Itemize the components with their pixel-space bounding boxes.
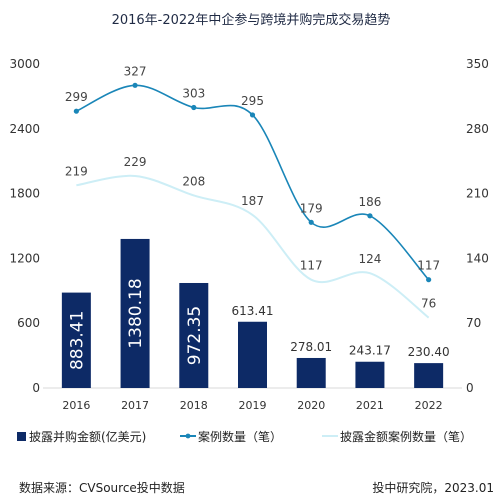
case-count-label: 295 (241, 94, 264, 108)
y-left-tick-label: 3000 (9, 57, 40, 71)
case-count-point (426, 277, 432, 283)
disclosed-case-count-label: 229 (124, 155, 147, 169)
y-right-tick-label: 70 (466, 316, 481, 330)
bar-series: 883.41 1380.18 972.35 613.41 278.01 243.17 230… (61, 238, 450, 388)
bar (61, 292, 91, 388)
x-tick-label: 2017 (121, 399, 149, 412)
bar (238, 321, 267, 388)
bar (120, 238, 150, 388)
bar-value-label: 972.35 (185, 306, 205, 365)
disclosed-case-count-label: 187 (241, 194, 264, 208)
credit-note: 投中研究院，2023.01 (372, 480, 494, 495)
bar-value-label: 230.40 (408, 345, 450, 359)
case-count-point (249, 112, 256, 118)
bar-value-label: 883.41 (67, 311, 87, 370)
legend-swatch-case-marker (185, 433, 191, 439)
x-tick-label: 2016 (62, 399, 90, 412)
disclosed-case-count-label: 208 (182, 174, 205, 188)
y-right-tick-label: 140 (466, 251, 489, 265)
y-left-tick-label: 1200 (9, 251, 40, 265)
case-count-point (308, 219, 314, 225)
line-series: 219 229 208 187 117 124 76 299 327 303 295 179 186 11… (65, 64, 440, 319)
legend: 披露并购金额(亿美元) 案例数量（笔） 披露金额案例数量（笔） (17, 429, 472, 444)
legend-swatch-bar (17, 432, 26, 441)
bar (179, 282, 209, 388)
case-count-point (73, 108, 79, 114)
axes: 0 600 1200 1800 2400 3000 0 70 140 210 280 350 2016 2… (9, 57, 488, 412)
x-tick-label: 2018 (180, 399, 208, 412)
bar-value-label: 243.17 (349, 344, 391, 358)
y-right-tick-label: 0 (466, 381, 474, 395)
y-right-tick-label: 280 (466, 122, 489, 136)
x-tick-label: 2020 (297, 399, 325, 412)
case-count-point (191, 104, 197, 111)
case-count-label: 186 (358, 195, 381, 209)
y-left-tick-label: 600 (17, 316, 40, 330)
case-count-label: 179 (300, 201, 323, 215)
y-right-tick-label: 210 (466, 187, 489, 201)
case-count-point (132, 82, 138, 88)
chart-title: 2016年-2022年中企参与跨境并购完成交易趋势 (112, 12, 391, 28)
bar-value-label: 613.41 (232, 304, 274, 318)
y-left-tick-label: 2400 (9, 122, 40, 136)
disclosed-case-count-label: 219 (65, 164, 88, 178)
case-count-label: 327 (124, 64, 147, 78)
disclosed-case-count-label: 124 (358, 252, 381, 266)
bar (296, 357, 326, 388)
case-count-label: 117 (417, 259, 440, 273)
bar-value-label: 278.01 (290, 340, 332, 354)
disclosed-case-count-label: 76 (421, 297, 436, 311)
disclosed-case-count-label: 117 (300, 259, 323, 273)
y-left-tick-label: 1800 (9, 187, 40, 201)
y-right-tick-label: 350 (466, 57, 489, 71)
disclosed-case-count-line (76, 174, 430, 319)
source-note: 数据来源：CVSource投中数据 (19, 480, 185, 495)
legend-label-amount: 披露并购金额(亿美元) (29, 429, 146, 444)
bar-value-label: 1380.18 (126, 278, 146, 348)
legend-label-case-count: 案例数量（笔） (198, 429, 282, 444)
x-tick-label: 2021 (356, 399, 384, 412)
case-count-label: 303 (182, 87, 205, 101)
x-tick-label: 2022 (415, 399, 443, 412)
case-count-label: 299 (65, 90, 88, 104)
bar (355, 361, 385, 388)
bar (414, 363, 444, 388)
footer: 数据来源：CVSource投中数据 投中研究院，2023.01 (19, 480, 494, 495)
legend-label-disclosed-count: 披露金额案例数量（笔） (340, 429, 472, 444)
y-left-tick-label: 0 (32, 381, 40, 395)
case-count-point (367, 213, 373, 219)
x-tick-label: 2019 (239, 399, 267, 412)
